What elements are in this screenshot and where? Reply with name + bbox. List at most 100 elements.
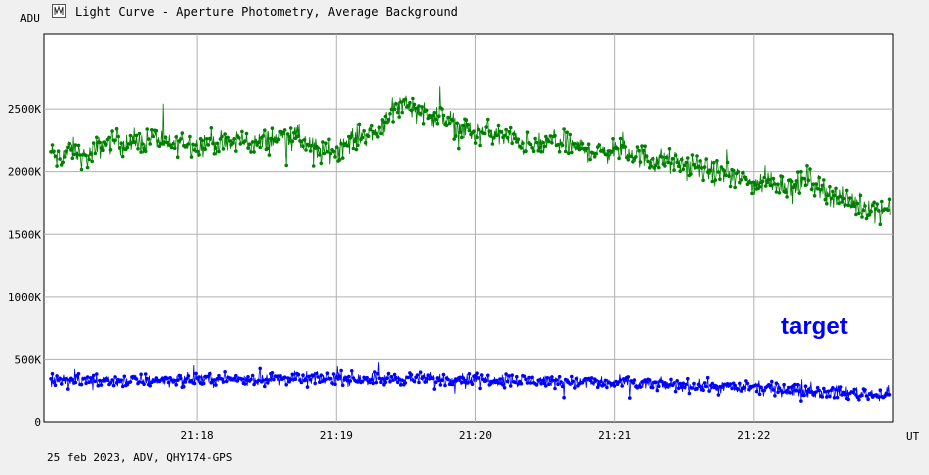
data-point <box>172 378 177 383</box>
data-point <box>515 374 519 379</box>
data-point <box>864 394 869 398</box>
data-point <box>643 144 647 148</box>
data-point <box>530 146 534 150</box>
data-point <box>128 133 133 138</box>
data-point <box>450 382 455 387</box>
data-point <box>363 141 368 145</box>
plot-area <box>43 33 894 423</box>
data-point <box>56 149 61 153</box>
data-point <box>834 387 838 392</box>
data-point <box>793 182 797 187</box>
data-point <box>537 378 542 382</box>
data-point <box>316 375 321 379</box>
data-point <box>263 128 267 132</box>
data-point <box>660 379 664 384</box>
data-point <box>110 129 114 133</box>
data-point <box>592 154 597 159</box>
data-point <box>693 165 698 170</box>
data-point <box>179 376 183 381</box>
data-point <box>134 133 139 138</box>
data-point <box>310 143 314 148</box>
data-point <box>489 134 493 138</box>
data-point <box>244 378 249 382</box>
data-point <box>96 383 101 388</box>
data-point <box>321 140 325 144</box>
data-point <box>406 375 411 380</box>
data-point <box>736 387 740 391</box>
data-point <box>73 380 78 385</box>
data-point <box>611 137 615 141</box>
data-point <box>185 377 189 381</box>
data-point <box>53 383 58 388</box>
data-point <box>304 148 308 152</box>
light-curve-icon[interactable] <box>52 4 66 18</box>
data-point <box>696 164 701 169</box>
data-point <box>597 143 602 147</box>
data-point <box>482 131 487 136</box>
data-point <box>710 381 715 386</box>
data-point <box>136 147 140 151</box>
data-point <box>728 382 733 386</box>
data-point <box>878 222 883 227</box>
data-point <box>435 376 440 380</box>
data-point <box>58 157 62 161</box>
data-point <box>95 135 99 140</box>
data-point <box>521 141 525 145</box>
data-point <box>128 380 133 384</box>
data-point <box>376 135 380 139</box>
data-point <box>351 146 356 151</box>
data-point <box>98 140 102 145</box>
data-point <box>553 133 557 138</box>
data-point <box>860 215 864 219</box>
data-point <box>501 383 505 387</box>
data-point <box>398 383 403 387</box>
data-point <box>835 195 840 200</box>
data-point <box>212 152 217 156</box>
data-point <box>502 133 507 138</box>
data-point <box>539 381 543 386</box>
y-tick-label: 2500K <box>8 103 41 116</box>
data-point <box>211 141 215 146</box>
data-point <box>591 151 595 155</box>
data-point <box>240 129 244 134</box>
data-point <box>377 125 382 130</box>
data-point <box>794 388 799 393</box>
data-point <box>446 377 450 382</box>
data-point <box>244 131 249 136</box>
data-point <box>246 146 250 150</box>
data-point <box>663 381 667 385</box>
data-point <box>66 145 70 150</box>
data-point <box>626 375 631 379</box>
data-point <box>854 212 858 217</box>
series-target <box>49 362 892 403</box>
data-point <box>278 374 282 379</box>
data-point <box>510 141 514 146</box>
data-point <box>505 136 510 140</box>
x-tick-label: 21:19 <box>320 429 353 442</box>
data-point <box>815 385 820 390</box>
data-point <box>847 196 852 200</box>
data-point <box>450 118 455 123</box>
data-point <box>61 160 65 165</box>
data-point <box>447 121 452 126</box>
data-point <box>744 177 748 182</box>
data-point <box>246 375 250 379</box>
target-series-label: target <box>781 313 848 340</box>
data-point <box>686 156 690 160</box>
data-point <box>562 127 566 131</box>
data-point <box>70 377 75 382</box>
data-point <box>841 196 846 201</box>
data-point <box>137 131 142 136</box>
data-point <box>444 123 449 128</box>
data-point <box>544 384 548 388</box>
data-point <box>547 139 551 144</box>
data-point <box>324 141 328 146</box>
data-point <box>777 191 782 195</box>
data-point <box>770 183 774 188</box>
data-point <box>559 380 563 384</box>
data-point <box>560 384 565 389</box>
data-point <box>165 376 169 381</box>
data-point <box>698 384 702 389</box>
data-point <box>119 378 123 383</box>
data-point <box>143 149 148 153</box>
